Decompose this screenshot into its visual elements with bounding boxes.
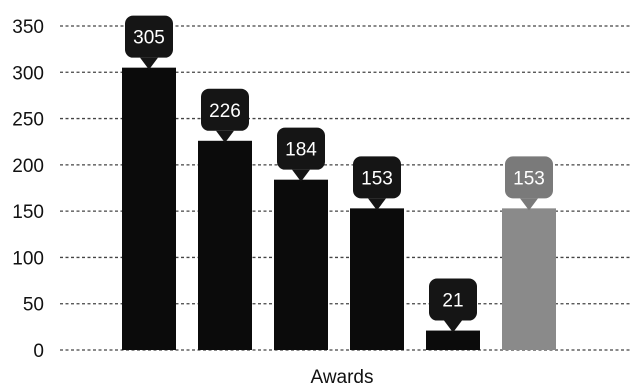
data-label-pointer (216, 130, 234, 143)
y-tick-label: 0 (33, 341, 44, 362)
data-label-pointer (292, 169, 310, 182)
bar (350, 208, 404, 350)
y-tick-label: 100 (12, 248, 44, 269)
data-label-text: 153 (513, 168, 545, 189)
data-label-callout: 21 (429, 278, 477, 333)
y-tick-label: 350 (12, 17, 44, 38)
data-label-bubble (429, 278, 477, 321)
data-label-pointer (140, 57, 158, 70)
data-label-callout: 153 (353, 156, 401, 211)
data-label-bubble (201, 88, 249, 131)
y-tick-label: 300 (12, 63, 44, 84)
y-tick-label: 250 (12, 110, 44, 131)
y-tick-label: 150 (12, 202, 44, 223)
bar (426, 330, 480, 350)
bar (502, 208, 556, 350)
bars (122, 67, 556, 351)
data-label-bubble (125, 15, 173, 58)
data-label-text: 184 (285, 140, 317, 161)
bar (274, 179, 328, 350)
bar (122, 67, 176, 351)
data-label-text: 226 (209, 101, 241, 122)
data-label-callout: 226 (201, 88, 249, 143)
data-label-pointer (520, 198, 538, 211)
data-label-callout: 184 (277, 127, 325, 182)
data-labels: 305 226 184 153 21 153 (125, 15, 553, 333)
data-label-text: 305 (133, 28, 165, 49)
data-label-text: 153 (361, 168, 393, 189)
y-axis-tick-labels: 0 50 100 150 200 250 300 350 (12, 17, 44, 362)
data-label-bubble (505, 156, 553, 199)
y-tick-label: 200 (12, 156, 44, 177)
data-label-bubble (277, 127, 325, 170)
data-label-bubble (353, 156, 401, 199)
data-label-callout: 305 (125, 15, 173, 70)
x-axis-label: Awards (310, 367, 373, 388)
data-label-callout: 153 (505, 156, 553, 211)
y-tick-label: 50 (23, 295, 44, 316)
data-label-pointer (444, 320, 462, 333)
data-label-pointer (368, 198, 386, 211)
data-label-text: 21 (442, 291, 463, 312)
bar (198, 140, 252, 350)
